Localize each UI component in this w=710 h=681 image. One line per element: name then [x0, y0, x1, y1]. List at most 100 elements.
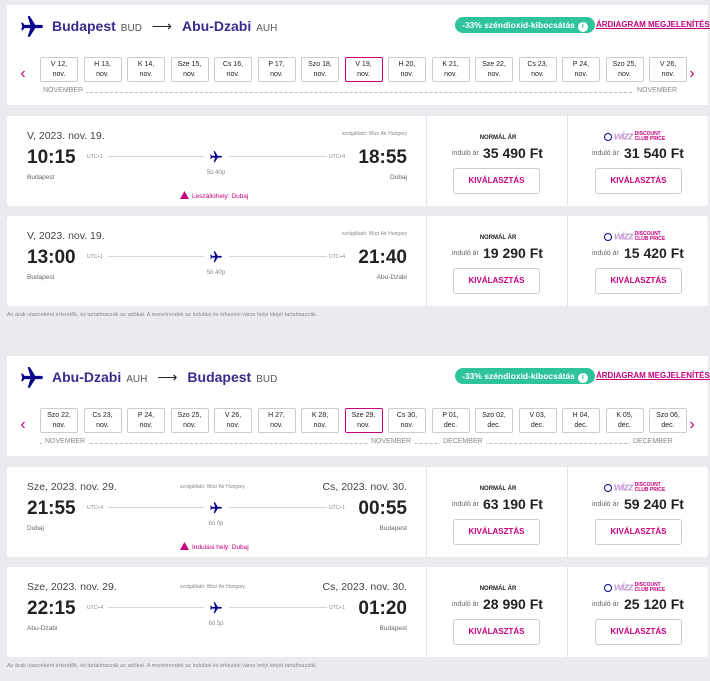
date-option[interactable]: Sze 29, nov.	[344, 408, 383, 433]
date-option[interactable]: Cs 23, nov.	[83, 408, 122, 433]
departure-date: Sze, 2023. nov. 29.	[27, 581, 117, 593]
select-discount-fare-button[interactable]: KIVÁLASZTÁS	[595, 519, 682, 545]
chevron-left-icon[interactable]: ‹	[20, 416, 26, 433]
date-option-day: Cs 23,	[92, 412, 113, 419]
select-discount-fare-button[interactable]: KIVÁLASZTÁS	[595, 619, 682, 645]
select-normal-fare-button[interactable]: KIVÁLASZTÁS	[453, 168, 540, 194]
wdc-label-line1: DISCOUNT	[634, 131, 661, 137]
flight-card[interactable]: Sze, 2023. nov. 29. Cs, 2023. nov. 30. szo…	[7, 567, 708, 657]
month-label: NOVEMBER	[40, 87, 87, 94]
flight-path-line	[108, 156, 204, 157]
plane-icon	[19, 365, 45, 391]
month-label: NOVEMBER	[634, 87, 681, 94]
date-option[interactable]: Szo 06, dec.	[649, 408, 687, 433]
from-price-label: induló ár	[452, 501, 479, 508]
stopover-warning-label: Indulási hely: Dubaj	[192, 544, 249, 551]
date-option[interactable]: V 26, nov.	[649, 57, 687, 82]
co2-badge[interactable]: -33% széndioxid-kibocsátás i	[455, 17, 595, 33]
normal-fare-label: NORMÁL ÁR	[479, 586, 517, 592]
discount-club-price: 15 420 Ft	[624, 245, 684, 261]
arrow-right-icon: ⟶	[157, 369, 178, 385]
destination-city: Abu-Dzabi	[182, 18, 252, 34]
chevron-right-icon[interactable]: ›	[689, 65, 695, 82]
price-chart-link[interactable]: ÁRDIAGRAM MEGJELENÍTÉSE♥	[596, 20, 710, 29]
date-option[interactable]: P 17, nov.	[257, 57, 296, 82]
date-option[interactable]: V 03, dec.	[518, 408, 557, 433]
select-normal-fare-button[interactable]: KIVÁLASZTÁS	[453, 268, 540, 294]
warning-icon	[180, 542, 189, 550]
flight-path-line	[229, 156, 327, 157]
chevron-left-icon[interactable]: ‹	[20, 65, 26, 82]
date-option[interactable]: Szo 25, nov.	[170, 408, 209, 433]
month-label: NOVEMBER	[368, 438, 415, 445]
departure-date: V, 2023. nov. 19.	[27, 130, 105, 142]
date-option-day: V 19,	[355, 61, 372, 68]
flight-path-line	[108, 507, 204, 508]
from-price-label: induló ár	[452, 601, 479, 608]
wdc-label: DISCOUNT CLUB PRICE	[635, 583, 666, 593]
date-option[interactable]: Sze 15, nov.	[170, 57, 209, 82]
date-option[interactable]: Sze 22, nov.	[475, 57, 513, 82]
select-discount-fare-button[interactable]: KIVÁLASZTÁS	[595, 268, 682, 294]
date-option-day: Szo 25,	[177, 412, 202, 419]
date-option[interactable]: Szo 02, dec.	[475, 408, 513, 433]
divider	[426, 216, 427, 306]
date-option[interactable]: Cs 16, nov.	[214, 57, 252, 82]
price-chart-link[interactable]: ÁRDIAGRAM MEGJELENÍTÉSE♥	[596, 371, 710, 380]
date-option[interactable]: Szo 18, nov.	[301, 57, 339, 82]
date-option-month: nov.	[52, 422, 66, 429]
select-normal-fare-button[interactable]: KIVÁLASZTÁS	[453, 519, 540, 545]
co2-badge[interactable]: -33% széndioxid-kibocsátás i	[455, 368, 595, 384]
date-option-day: K 21,	[442, 61, 459, 68]
departure-city: Budapest	[27, 274, 55, 281]
date-option[interactable]: P 01, dec.	[431, 408, 470, 433]
date-option-day: Szo 22,	[47, 412, 71, 419]
date-option-month: nov.	[661, 71, 675, 78]
stopover-warning[interactable]: Indulási hely: Dubaj	[180, 542, 249, 551]
price-chart-link-label: ÁRDIAGRAM MEGJELENÍTÉSE	[596, 20, 710, 29]
date-option-day: Szo 02,	[482, 412, 506, 419]
date-option[interactable]: K 21, nov.	[431, 57, 470, 82]
date-option[interactable]: P 24, nov.	[127, 408, 165, 433]
normal-price: 63 190 Ft	[483, 496, 543, 512]
select-discount-fare-button[interactable]: KIVÁLASZTÁS	[595, 168, 682, 194]
flight-duration: 6ó 0p	[208, 521, 224, 527]
date-option[interactable]: H 27, nov.	[257, 408, 296, 433]
date-option[interactable]: Szo 22, nov.	[40, 408, 78, 433]
date-option-month: nov.	[400, 422, 414, 429]
month-label: NOVEMBER	[42, 438, 89, 445]
date-option-month: nov.	[313, 71, 327, 78]
select-normal-fare-button[interactable]: KIVÁLASZTÁS	[453, 619, 540, 645]
date-option[interactable]: H 13, nov.	[83, 57, 122, 82]
date-option-month: nov.	[226, 422, 240, 429]
date-option[interactable]: V 26, nov.	[214, 408, 252, 433]
date-option[interactable]: Cs 23, nov.	[518, 57, 557, 82]
date-option[interactable]: V 19, nov.	[344, 57, 383, 82]
date-option-month: nov.	[183, 422, 196, 429]
date-option[interactable]: K 28, nov.	[301, 408, 339, 433]
date-option[interactable]: H 20, nov.	[388, 57, 426, 82]
flight-card[interactable]: V, 2023. nov. 19. szolgáltató: Wizz Air H…	[7, 116, 708, 206]
date-option[interactable]: V 12, nov.	[40, 57, 78, 82]
flight-path-line	[229, 507, 327, 508]
date-option-day: V 12,	[50, 61, 68, 68]
flight-card[interactable]: V, 2023. nov. 19. szolgáltató: Wizz Air H…	[7, 216, 708, 306]
club-icon	[604, 484, 612, 492]
date-option[interactable]: K 14, nov.	[127, 57, 165, 82]
wizz-discount-club-logo: wizz DISCOUNT CLUB PRICE	[604, 582, 666, 593]
arrival-time: 21:40	[358, 247, 407, 268]
date-option[interactable]: K 05, dec.	[605, 408, 644, 433]
divider	[426, 116, 427, 206]
origin-city: Abu-Dzabi	[52, 369, 122, 385]
date-option[interactable]: H 04, dec.	[562, 408, 600, 433]
destination-code: BUD	[256, 374, 278, 385]
date-option-day: V 26,	[224, 412, 242, 419]
flight-card[interactable]: Sze, 2023. nov. 29. Cs, 2023. nov. 30. szo…	[7, 467, 708, 557]
date-option-month: dec.	[487, 422, 501, 429]
date-option[interactable]: P 24, nov.	[562, 57, 600, 82]
date-option[interactable]: Szo 25, nov.	[605, 57, 644, 82]
date-option-day: Sze 22,	[482, 61, 506, 68]
chevron-right-icon[interactable]: ›	[689, 416, 695, 433]
stopover-warning[interactable]: Leszállóhely: Dubaj	[180, 191, 248, 200]
date-option[interactable]: Cs 30, nov.	[388, 408, 426, 433]
